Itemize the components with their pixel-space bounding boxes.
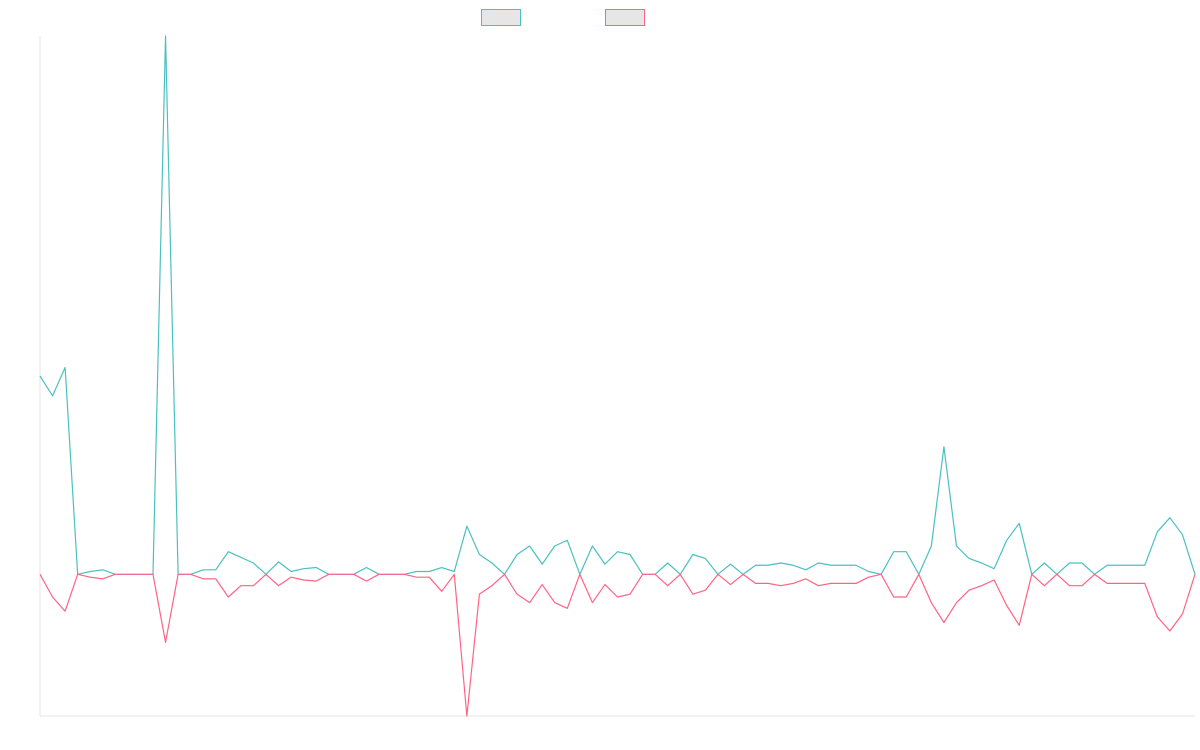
series-layer (39, 35, 1196, 717)
legend (481, 9, 645, 26)
series-line-1 (39, 35, 1196, 575)
legend-swatch-1[interactable] (481, 9, 521, 26)
legend-swatch-2[interactable] (605, 9, 645, 26)
series-line-2 (39, 573, 1196, 717)
